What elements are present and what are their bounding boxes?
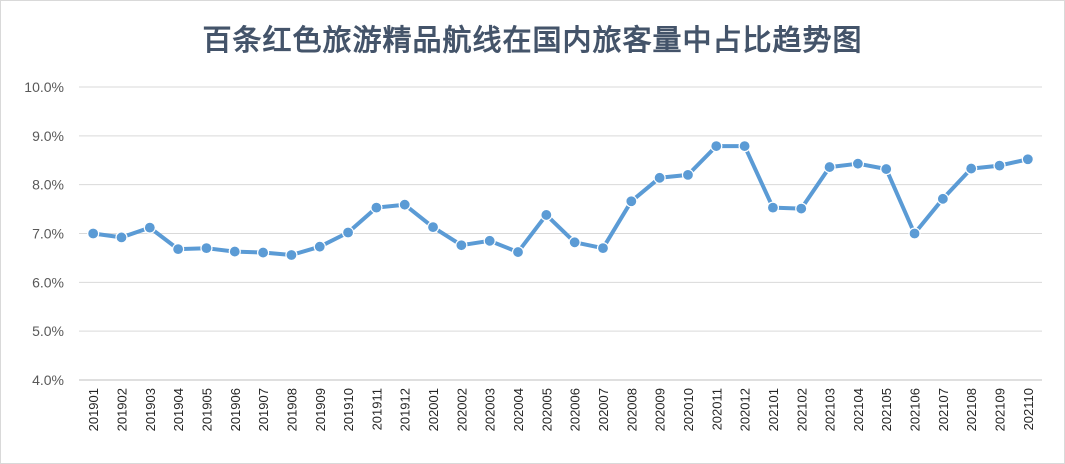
y-tick-label: 7.0%: [32, 226, 64, 242]
x-tick-label: 201911: [369, 388, 384, 430]
x-tick-label: 202105: [879, 388, 894, 431]
data-point: [172, 243, 185, 256]
x-tick-label: 201909: [313, 388, 328, 431]
data-point: [766, 201, 780, 214]
data-point: [341, 226, 355, 239]
x-axis-labels: 201901 201902 201903 201904 201905 201906 2019…: [86, 388, 1036, 431]
x-tick-label: 202012: [738, 388, 753, 431]
data-point: [851, 157, 864, 170]
x-tick-label: 202107: [936, 388, 951, 431]
y-tick-label: 4.0%: [32, 372, 64, 388]
data-point: [880, 162, 893, 176]
gridlines: [79, 86, 1042, 381]
x-tick-label: 202001: [426, 388, 441, 431]
x-tick-label: 202109: [993, 388, 1008, 431]
data-point: [511, 245, 525, 259]
data-point: [993, 159, 1006, 172]
y-tick-label: 5.0%: [32, 323, 64, 339]
data-point: [398, 198, 411, 211]
x-tick-label: 201910: [341, 388, 356, 431]
data-point: [710, 139, 723, 153]
data-point: [823, 160, 836, 174]
series-line: [91, 144, 1030, 257]
data-point: [738, 139, 751, 153]
x-tick-label: 201904: [171, 388, 186, 431]
x-tick-label: 202003: [483, 388, 498, 431]
data-point: [313, 240, 326, 253]
y-tick-label: 6.0%: [32, 274, 64, 290]
x-tick-label: 201906: [228, 388, 243, 431]
x-tick-label: 202101: [766, 388, 781, 431]
x-tick-label: 202009: [653, 388, 668, 431]
y-axis-labels: 4.0% 5.0% 6.0% 7.0% 8.0% 9.0% 10.0%: [24, 79, 64, 388]
data-point: [540, 208, 553, 222]
x-tick-label: 202004: [511, 388, 526, 431]
x-tick-label: 202103: [823, 388, 838, 431]
data-point: [625, 195, 638, 208]
data-point: [936, 192, 949, 205]
x-tick-label: 202008: [624, 388, 639, 431]
data-point: [483, 234, 496, 247]
data-point: [87, 227, 100, 240]
x-tick-label: 201902: [114, 388, 129, 431]
data-point: [200, 242, 213, 255]
data-point: [568, 236, 581, 249]
x-tick-label: 202011: [709, 388, 724, 430]
data-point: [426, 221, 440, 234]
x-tick-label: 202108: [964, 388, 979, 431]
y-tick-label: 9.0%: [32, 128, 64, 144]
y-tick-label: 10.0%: [24, 79, 64, 95]
y-tick-label: 8.0%: [32, 177, 64, 193]
chart-title: 百条红色旅游精品航线在国内旅客量中占比趋势图: [202, 23, 863, 57]
data-point: [370, 201, 383, 214]
data-point: [596, 242, 610, 255]
data-point: [1021, 153, 1034, 166]
data-point: [965, 162, 978, 175]
x-tick-label: 201903: [143, 388, 158, 431]
series-points: [87, 139, 1034, 262]
x-tick-label: 202006: [568, 388, 583, 431]
data-point: [795, 202, 808, 215]
x-tick-label: 201908: [284, 388, 299, 431]
x-tick-label: 202104: [851, 388, 866, 431]
x-tick-label: 202007: [596, 388, 611, 431]
data-point: [455, 239, 468, 252]
data-point: [257, 246, 270, 259]
data-point: [908, 227, 921, 240]
data-point: [228, 245, 241, 258]
x-tick-label: 202002: [454, 388, 469, 431]
x-tick-label: 202106: [908, 388, 923, 431]
x-tick-label: 201901: [86, 388, 101, 431]
x-tick-label: 202005: [539, 388, 554, 431]
data-point: [115, 231, 128, 244]
data-point: [653, 171, 666, 184]
data-point: [681, 168, 695, 181]
x-tick-label: 201912: [398, 388, 413, 431]
x-tick-label: 202010: [681, 388, 696, 431]
x-tick-label: 202110: [1021, 388, 1036, 430]
x-tick-label: 201905: [199, 388, 214, 431]
series-line-path: [91, 144, 1030, 257]
data-point: [285, 248, 298, 262]
x-tick-label: 202102: [794, 388, 809, 431]
data-point: [143, 221, 156, 234]
x-tick-label: 201907: [256, 388, 271, 431]
